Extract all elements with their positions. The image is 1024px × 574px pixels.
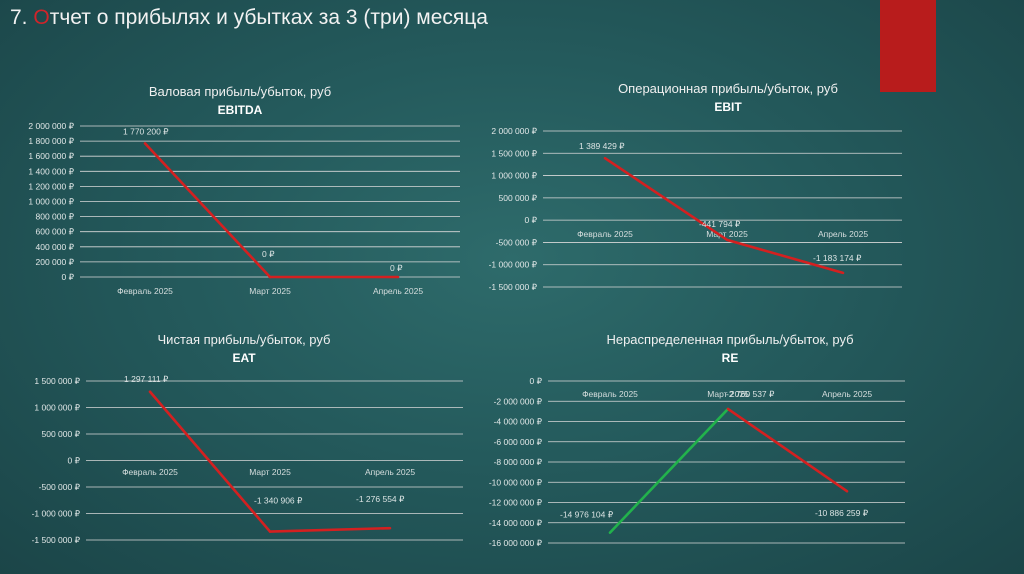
x-category-label: Март 2025 bbox=[706, 229, 748, 239]
data-label: 1 389 429 ₽ bbox=[579, 141, 625, 151]
x-category-label: Март 2025 bbox=[249, 467, 291, 477]
y-tick-label: -4 000 000 ₽ bbox=[494, 417, 543, 427]
x-category-label: Март 2025 bbox=[249, 286, 291, 296]
decorative-red-bar bbox=[880, 0, 936, 92]
y-tick-label: -1 000 000 ₽ bbox=[32, 509, 81, 519]
y-tick-label: 0 ₽ bbox=[68, 456, 81, 466]
chart-title: Валовая прибыль/убыток, руб bbox=[149, 84, 331, 99]
series-line-segment bbox=[725, 238, 845, 275]
y-tick-label: 500 000 ₽ bbox=[499, 193, 538, 203]
slide-title-number: 7. bbox=[10, 6, 34, 29]
x-category-label: Апрель 2025 bbox=[822, 389, 872, 399]
chart-title: Операционная прибыль/убыток, руб bbox=[618, 81, 838, 96]
y-tick-label: 0 ₽ bbox=[530, 376, 543, 386]
data-label: 0 ₽ bbox=[262, 249, 275, 259]
y-tick-label: 500 000 ₽ bbox=[42, 429, 81, 439]
y-tick-label: 1 000 000 ₽ bbox=[28, 197, 74, 207]
chart-subtitle: EAT bbox=[232, 351, 256, 365]
x-category-label: Февраль 2025 bbox=[577, 229, 633, 239]
x-category-label: Апрель 2025 bbox=[818, 229, 868, 239]
data-label: -14 976 104 ₽ bbox=[560, 510, 614, 520]
data-label: -1 340 906 ₽ bbox=[254, 496, 303, 506]
y-tick-label: 1 600 000 ₽ bbox=[28, 151, 74, 161]
y-tick-label: 2 000 000 ₽ bbox=[28, 121, 74, 131]
data-label: -1 276 554 ₽ bbox=[356, 494, 405, 504]
series-line-segment bbox=[268, 526, 392, 533]
y-tick-label: 1 000 000 ₽ bbox=[34, 403, 80, 413]
data-label: -1 183 174 ₽ bbox=[813, 253, 862, 263]
y-tick-label: -1 500 000 ₽ bbox=[489, 282, 538, 292]
chart-subtitle: RE bbox=[722, 351, 739, 365]
series-line-segment bbox=[603, 156, 729, 242]
y-tick-label: -10 000 000 ₽ bbox=[489, 477, 543, 487]
series-line-segment bbox=[148, 390, 272, 533]
y-tick-label: 0 ₽ bbox=[525, 215, 538, 225]
data-label: 1 297 111 ₽ bbox=[124, 374, 169, 384]
chart-subtitle: EBITDA bbox=[218, 103, 263, 117]
x-category-label: Февраль 2025 bbox=[122, 467, 178, 477]
chart-title: Нераспределенная прибыль/убыток, руб bbox=[606, 332, 853, 347]
slide-title-text: тчет о прибылях и убытках за 3 (три) мес… bbox=[49, 6, 488, 29]
y-tick-label: 800 000 ₽ bbox=[36, 212, 75, 222]
y-tick-label: -12 000 000 ₽ bbox=[489, 498, 543, 508]
chart-subtitle: EBIT bbox=[714, 100, 742, 114]
y-tick-label: 400 000 ₽ bbox=[36, 242, 75, 252]
y-tick-label: -1 500 000 ₽ bbox=[32, 535, 81, 545]
y-tick-label: 1 400 000 ₽ bbox=[28, 166, 74, 176]
y-tick-label: 1 500 000 ₽ bbox=[34, 376, 80, 386]
x-category-label: Февраль 2025 bbox=[582, 389, 638, 399]
x-category-label: Апрель 2025 bbox=[365, 467, 415, 477]
y-tick-label: -2 000 000 ₽ bbox=[494, 396, 543, 406]
data-label: 0 ₽ bbox=[390, 263, 403, 273]
y-tick-label: -500 000 ₽ bbox=[496, 237, 538, 247]
data-label: -2 760 537 ₽ bbox=[726, 389, 775, 399]
chart-title: Чистая прибыль/убыток, руб bbox=[158, 332, 331, 347]
y-tick-label: -1 000 000 ₽ bbox=[489, 260, 538, 270]
y-tick-label: -16 000 000 ₽ bbox=[489, 538, 543, 548]
slide-title: 7. Отчет о прибылях и убытках за 3 (три)… bbox=[10, 6, 488, 30]
y-tick-label: 1 800 000 ₽ bbox=[28, 136, 74, 146]
y-tick-label: 600 000 ₽ bbox=[36, 227, 75, 237]
x-category-label: Февраль 2025 bbox=[117, 286, 173, 296]
y-tick-label: 2 000 000 ₽ bbox=[491, 126, 537, 136]
y-tick-label: 0 ₽ bbox=[62, 272, 75, 282]
y-tick-label: 200 000 ₽ bbox=[36, 257, 75, 267]
series-line-segment bbox=[726, 407, 849, 493]
data-label: -441 794 ₽ bbox=[699, 219, 741, 229]
slide-title-accent-letter: О bbox=[33, 6, 50, 29]
data-label: -10 886 259 ₽ bbox=[815, 508, 869, 518]
y-tick-label: -500 000 ₽ bbox=[39, 482, 81, 492]
y-tick-label: -6 000 000 ₽ bbox=[494, 437, 543, 447]
series-line-segment bbox=[608, 407, 730, 534]
y-tick-label: -14 000 000 ₽ bbox=[489, 518, 543, 528]
y-tick-label: 1 500 000 ₽ bbox=[491, 148, 537, 158]
y-tick-label: 1 000 000 ₽ bbox=[491, 171, 537, 181]
data-label: 1 770 200 ₽ bbox=[123, 126, 169, 136]
series-line-segment bbox=[143, 142, 272, 279]
x-category-label: Апрель 2025 bbox=[373, 286, 423, 296]
y-tick-label: 1 200 000 ₽ bbox=[28, 181, 74, 191]
x-category-label: Март 2025 bbox=[707, 389, 749, 399]
y-tick-label: -8 000 000 ₽ bbox=[494, 457, 543, 467]
